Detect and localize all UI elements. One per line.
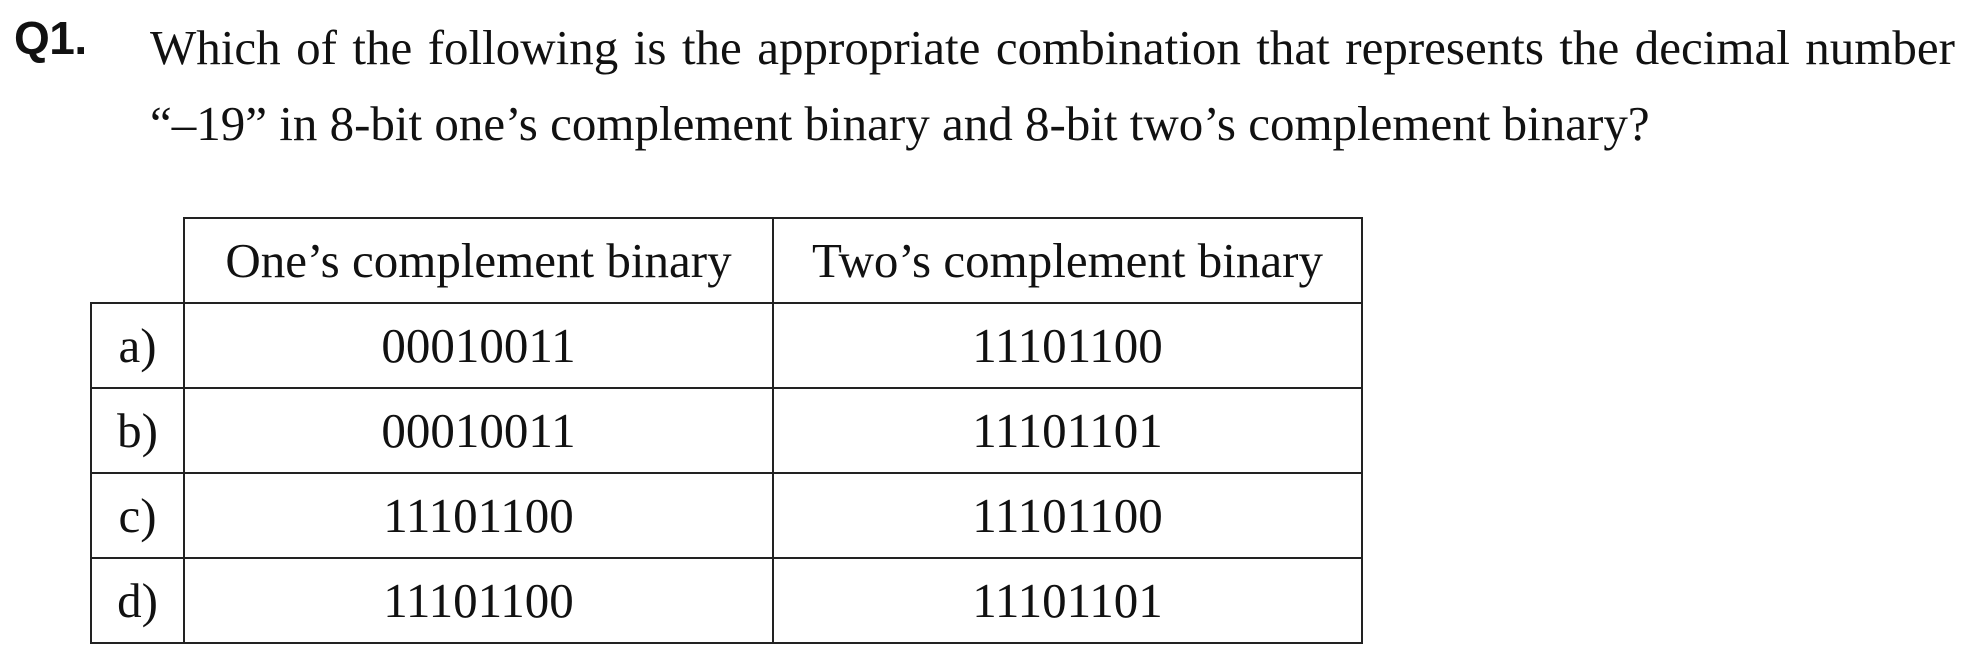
ones-complement-value: 00010011 xyxy=(183,302,774,389)
ones-complement-value: 11101100 xyxy=(183,472,774,559)
twos-complement-value: 11101101 xyxy=(772,557,1363,644)
table-row: d) 11101100 11101101 xyxy=(90,557,1363,644)
twos-complement-value: 11101101 xyxy=(772,387,1363,474)
question-block: Q1. Which of the following is the approp… xyxy=(0,0,1965,151)
ones-complement-value: 11101100 xyxy=(183,557,774,644)
table-header-row: One’s complement binary Two’s complement… xyxy=(91,217,1363,304)
option-label: c) xyxy=(90,472,185,559)
table-row: c) 11101100 11101100 xyxy=(90,472,1363,559)
header-ones-complement: One’s complement binary xyxy=(183,217,774,304)
header-twos-complement: Two’s complement binary xyxy=(772,217,1363,304)
table-corner-cell xyxy=(91,218,185,304)
table-row: b) 00010011 11101101 xyxy=(90,387,1363,474)
question-number: Q1. xyxy=(14,12,87,64)
option-label: d) xyxy=(90,557,185,644)
question-text: Which of the following is the appropriat… xyxy=(150,20,1955,151)
option-label: a) xyxy=(90,302,185,389)
answer-options-table: One’s complement binary Two’s complement… xyxy=(90,217,1363,644)
table-row: a) 00010011 11101100 xyxy=(90,302,1363,389)
option-label: b) xyxy=(90,387,185,474)
ones-complement-value: 00010011 xyxy=(183,387,774,474)
twos-complement-value: 11101100 xyxy=(772,302,1363,389)
twos-complement-value: 11101100 xyxy=(772,472,1363,559)
